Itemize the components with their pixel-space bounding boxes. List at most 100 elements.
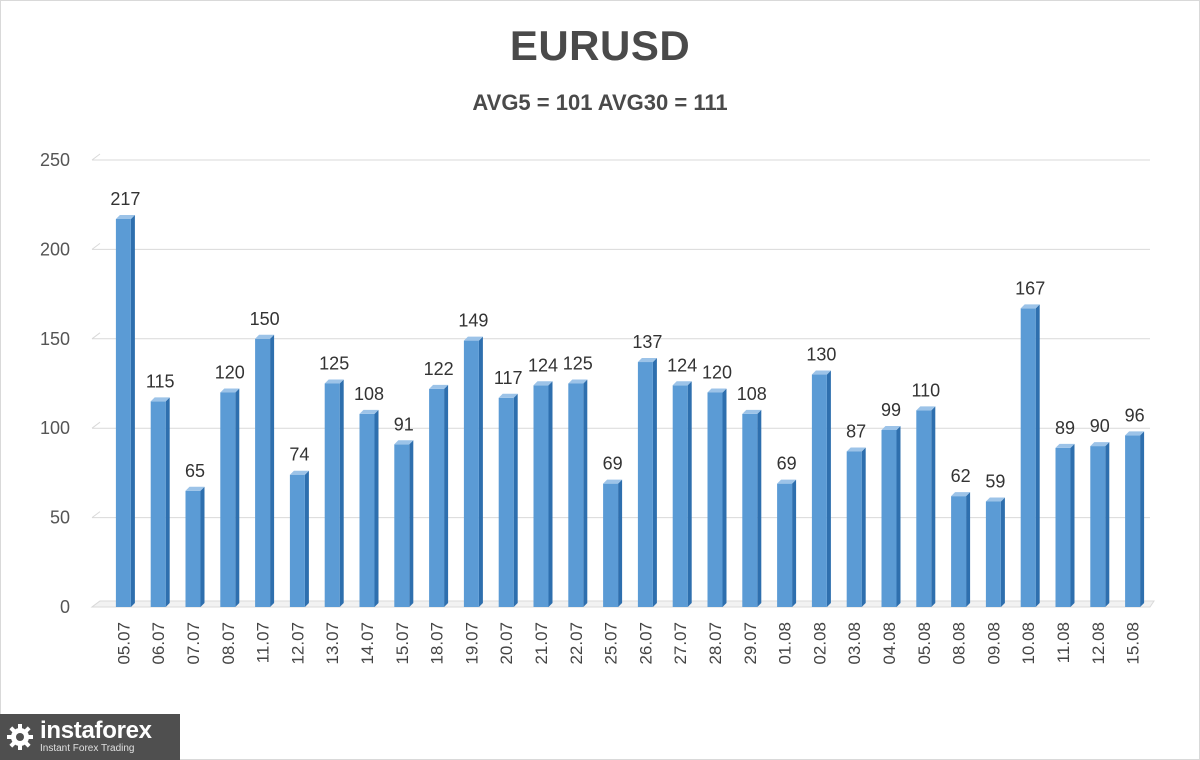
bar-side <box>304 470 309 607</box>
x-tick-label: 28.07 <box>706 622 725 665</box>
bar-side <box>583 379 588 607</box>
bar-side <box>792 479 797 607</box>
bar <box>951 496 967 607</box>
bar-side <box>444 384 449 607</box>
data-label: 125 <box>319 354 349 374</box>
bar <box>603 483 619 607</box>
x-tick-label: 26.07 <box>636 622 655 665</box>
bar-top <box>951 492 971 497</box>
bar-top <box>115 215 135 220</box>
data-label: 125 <box>563 354 593 374</box>
bar <box>289 474 305 607</box>
bar <box>463 340 479 607</box>
x-tick-label: 15.07 <box>393 622 412 665</box>
chart-subtitle: AVG5 = 101 AVG30 = 111 <box>472 90 728 115</box>
data-label: 87 <box>846 421 866 441</box>
bar-top <box>637 358 657 363</box>
y-tick-label: 150 <box>40 329 70 349</box>
x-tick-label: 12.07 <box>288 622 307 665</box>
data-label: 99 <box>881 400 901 420</box>
bar-top <box>742 409 762 414</box>
bar-side <box>339 379 344 607</box>
data-label: 124 <box>667 355 697 375</box>
bar-side <box>270 334 275 607</box>
data-label: 110 <box>911 380 940 400</box>
bar <box>533 385 549 607</box>
bar-top <box>394 440 414 445</box>
bar <box>1020 308 1036 607</box>
instaforex-logo: instaforex Instant Forex Trading <box>0 714 180 760</box>
bar-side <box>618 479 623 607</box>
bar-top <box>1125 431 1145 436</box>
data-label: 69 <box>603 454 623 474</box>
bar <box>359 413 375 607</box>
data-label: 115 <box>146 371 175 391</box>
data-label: 120 <box>215 362 245 382</box>
x-tick-label: 01.08 <box>776 622 795 665</box>
x-tick-label: 07.07 <box>184 622 203 665</box>
bar <box>637 362 653 607</box>
bar <box>777 483 793 607</box>
data-label: 108 <box>354 384 384 404</box>
bar-side <box>130 215 135 607</box>
data-label: 69 <box>777 454 797 474</box>
data-label: 96 <box>1125 405 1145 425</box>
bar-side <box>235 388 240 607</box>
bar <box>255 338 271 607</box>
bar <box>150 401 166 607</box>
bar <box>916 410 932 607</box>
gridline-edge <box>91 421 101 429</box>
bar-top <box>881 425 901 430</box>
bar-side <box>165 397 170 607</box>
bar-side <box>966 492 971 607</box>
bar-side <box>687 381 692 607</box>
bar <box>429 388 445 607</box>
x-tick-label: 21.07 <box>532 622 551 665</box>
bar <box>985 501 1001 607</box>
bar-side <box>374 409 379 607</box>
bar-top <box>429 384 449 389</box>
data-label: 130 <box>806 345 836 365</box>
y-tick-label: 200 <box>40 239 70 259</box>
x-tick-label: 05.08 <box>915 622 934 665</box>
y-tick-label: 0 <box>60 597 70 617</box>
data-label: 124 <box>528 355 558 375</box>
bar-top <box>533 381 553 386</box>
bar <box>394 444 410 607</box>
x-tick-label: 25.07 <box>602 622 621 665</box>
data-label: 137 <box>632 332 662 352</box>
x-tick-label: 06.07 <box>149 622 168 665</box>
data-label: 122 <box>424 359 454 379</box>
bar-side <box>1140 431 1145 607</box>
data-label: 59 <box>985 472 1005 492</box>
x-tick-label: 09.08 <box>984 622 1003 665</box>
bar <box>707 392 723 607</box>
bar-top <box>777 479 797 484</box>
bar <box>115 219 131 607</box>
y-tick-label: 250 <box>40 150 70 170</box>
x-tick-label: 18.07 <box>428 622 447 665</box>
bar-top <box>811 370 831 375</box>
bar-top <box>707 388 727 393</box>
x-tick-label: 12.08 <box>1089 622 1108 665</box>
x-tick-label: 08.07 <box>219 622 238 665</box>
bar <box>881 429 897 607</box>
x-tick-label: 10.08 <box>1019 622 1038 665</box>
bar-side <box>478 336 483 607</box>
x-tick-label: 13.07 <box>323 622 342 665</box>
bar-side <box>409 440 414 607</box>
bar-side <box>200 486 205 607</box>
bar-top <box>185 486 205 491</box>
bar-side <box>513 393 518 607</box>
bar-side <box>1070 443 1075 607</box>
x-tick-label: 27.07 <box>671 622 690 665</box>
bar-top <box>985 497 1005 502</box>
gridline-edge <box>91 242 101 250</box>
bar-side <box>722 388 727 607</box>
gridline-edge <box>91 332 101 340</box>
bar-top <box>568 379 588 384</box>
data-label: 91 <box>394 414 414 434</box>
bar <box>811 374 827 607</box>
x-tick-label: 04.08 <box>880 622 899 665</box>
